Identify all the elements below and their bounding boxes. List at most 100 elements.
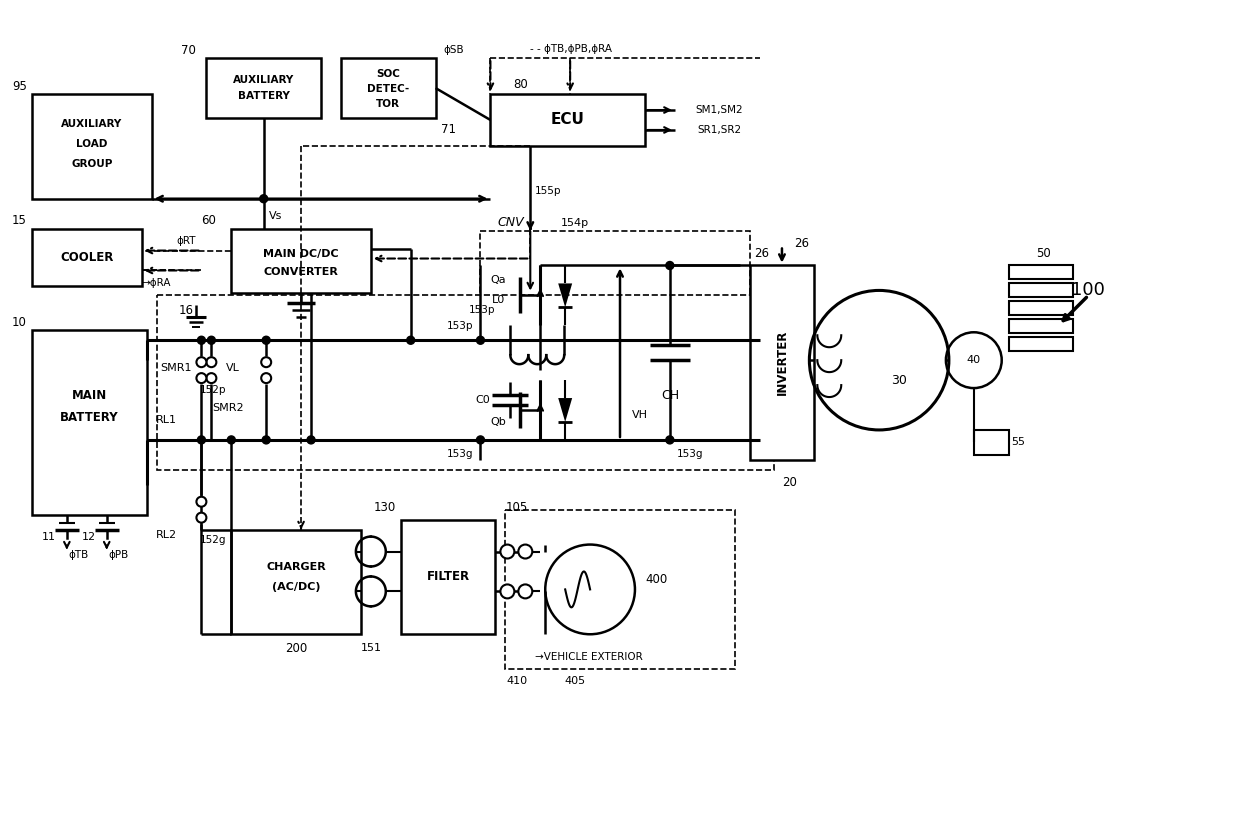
Text: C0: C0 bbox=[475, 395, 490, 405]
Circle shape bbox=[501, 585, 515, 599]
Bar bbox=[232, 228, 371, 294]
Bar bbox=[1008, 265, 1074, 280]
Circle shape bbox=[196, 357, 206, 367]
Text: 400: 400 bbox=[645, 573, 667, 586]
Text: SMR1: SMR1 bbox=[161, 363, 192, 373]
Text: Qa: Qa bbox=[491, 275, 506, 285]
Text: 100: 100 bbox=[1071, 281, 1105, 299]
Text: 80: 80 bbox=[513, 78, 528, 91]
Text: 30: 30 bbox=[892, 374, 906, 386]
Text: ϕPB: ϕPB bbox=[109, 549, 129, 560]
Bar bbox=[480, 231, 749, 460]
Bar bbox=[1008, 301, 1074, 315]
Bar bbox=[341, 58, 435, 118]
Text: 11: 11 bbox=[42, 532, 56, 542]
Circle shape bbox=[196, 373, 206, 383]
Text: COOLER: COOLER bbox=[60, 251, 114, 264]
Text: ϕRT: ϕRT bbox=[177, 236, 196, 246]
Bar bbox=[32, 330, 146, 514]
Text: 153g: 153g bbox=[448, 449, 474, 459]
Circle shape bbox=[262, 373, 272, 383]
Circle shape bbox=[407, 337, 414, 344]
Bar bbox=[206, 58, 321, 118]
Text: 155p: 155p bbox=[536, 186, 562, 196]
Circle shape bbox=[501, 544, 515, 558]
Text: 153p: 153p bbox=[448, 322, 474, 332]
Text: 95: 95 bbox=[12, 79, 27, 93]
Bar bbox=[1008, 284, 1074, 298]
Bar bbox=[401, 519, 496, 634]
Text: L0: L0 bbox=[492, 295, 505, 305]
Bar bbox=[1008, 337, 1074, 351]
Bar bbox=[1008, 319, 1074, 333]
Text: 153p: 153p bbox=[469, 305, 496, 315]
Circle shape bbox=[476, 436, 485, 444]
Text: 12: 12 bbox=[82, 532, 95, 542]
Text: BATTERY: BATTERY bbox=[238, 91, 290, 101]
Polygon shape bbox=[558, 398, 572, 422]
Text: 15: 15 bbox=[12, 214, 27, 227]
Text: AUXILIARY: AUXILIARY bbox=[233, 75, 294, 85]
Text: ECU: ECU bbox=[551, 112, 584, 127]
Text: 70: 70 bbox=[181, 44, 196, 57]
Text: FILTER: FILTER bbox=[427, 571, 470, 584]
Circle shape bbox=[206, 373, 216, 383]
Bar bbox=[749, 265, 815, 460]
Bar bbox=[491, 94, 645, 146]
Text: 16: 16 bbox=[179, 304, 193, 317]
Polygon shape bbox=[558, 284, 572, 308]
Text: SMR2: SMR2 bbox=[212, 403, 244, 413]
Circle shape bbox=[197, 436, 206, 444]
Circle shape bbox=[207, 337, 216, 344]
Text: 55: 55 bbox=[1012, 437, 1025, 447]
Text: →VEHICLE EXTERIOR: →VEHICLE EXTERIOR bbox=[536, 653, 644, 662]
Circle shape bbox=[262, 337, 270, 344]
Text: CHARGER: CHARGER bbox=[267, 562, 326, 572]
Text: 410: 410 bbox=[507, 676, 528, 686]
Circle shape bbox=[196, 513, 206, 523]
Text: DETEC-: DETEC- bbox=[367, 84, 409, 94]
Text: 151: 151 bbox=[361, 643, 382, 653]
Circle shape bbox=[227, 436, 236, 444]
Text: 105: 105 bbox=[506, 501, 528, 514]
Bar bbox=[232, 529, 361, 634]
Text: LOAD: LOAD bbox=[76, 139, 108, 149]
Circle shape bbox=[518, 544, 532, 558]
Text: Qb: Qb bbox=[491, 417, 506, 427]
Text: SM1,SM2: SM1,SM2 bbox=[696, 105, 744, 115]
Text: BATTERY: BATTERY bbox=[60, 412, 119, 424]
Circle shape bbox=[262, 357, 272, 367]
Circle shape bbox=[259, 194, 268, 203]
Text: CNV: CNV bbox=[497, 216, 523, 229]
Text: GROUP: GROUP bbox=[71, 159, 113, 169]
Circle shape bbox=[666, 261, 673, 270]
Text: 26: 26 bbox=[754, 247, 770, 260]
Circle shape bbox=[308, 436, 315, 444]
Circle shape bbox=[196, 497, 206, 507]
Text: ϕTB: ϕTB bbox=[69, 549, 89, 560]
Circle shape bbox=[262, 436, 270, 444]
Text: 200: 200 bbox=[285, 642, 308, 655]
Text: VL: VL bbox=[227, 363, 241, 373]
Text: CONVERTER: CONVERTER bbox=[264, 267, 339, 278]
Text: 40: 40 bbox=[967, 355, 981, 366]
Text: 130: 130 bbox=[373, 501, 396, 514]
Text: TOR: TOR bbox=[376, 99, 401, 109]
Text: RL2: RL2 bbox=[156, 529, 177, 539]
Text: 26: 26 bbox=[795, 237, 810, 250]
Circle shape bbox=[476, 337, 485, 344]
Text: 20: 20 bbox=[782, 476, 797, 490]
Circle shape bbox=[197, 337, 206, 344]
Text: 153g: 153g bbox=[677, 449, 703, 459]
Text: SR1,SR2: SR1,SR2 bbox=[698, 125, 742, 135]
Text: - - ϕTB,ϕPB,ϕRA: - - ϕTB,ϕPB,ϕRA bbox=[531, 44, 613, 55]
Text: 405: 405 bbox=[564, 676, 585, 686]
Text: 60: 60 bbox=[201, 214, 216, 227]
Bar bbox=[32, 228, 141, 286]
Text: Vs: Vs bbox=[269, 211, 281, 221]
Bar bbox=[156, 295, 775, 470]
Text: 154p: 154p bbox=[560, 218, 589, 227]
Text: (AC/DC): (AC/DC) bbox=[272, 582, 320, 592]
Text: 10: 10 bbox=[12, 316, 27, 329]
Text: MAIN: MAIN bbox=[72, 389, 107, 402]
